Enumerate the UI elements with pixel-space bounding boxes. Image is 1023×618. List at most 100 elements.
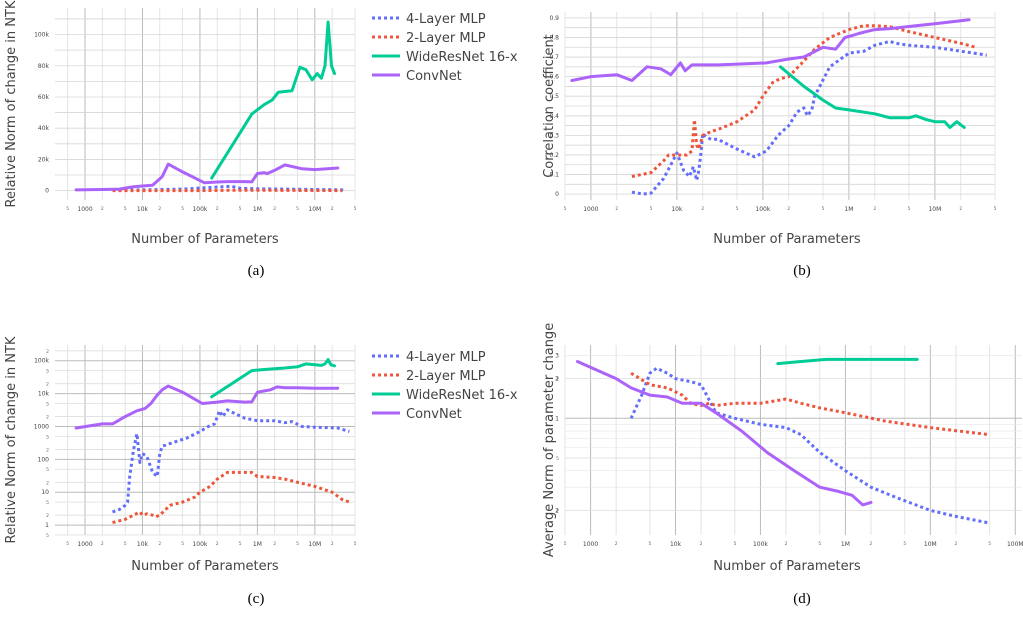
y-tick-label: 0 (45, 188, 49, 195)
x-minor-tick-label: 5 (908, 206, 911, 212)
panel-caption: (b) (793, 263, 811, 279)
x-minor-tick-label: 2 (701, 206, 704, 212)
x-minor-tick-label: 5 (66, 206, 69, 212)
x-axis-title: Number of Parameters (131, 232, 279, 247)
x-minor-tick-label: 2 (158, 206, 161, 212)
series-line-2-layer-mlp (631, 24, 977, 178)
x-minor-tick-label: 2 (101, 206, 104, 212)
series-line-wideresnet-16-x (778, 65, 966, 129)
x-axis-title: Number of Parameters (131, 559, 279, 574)
y-tick-label: 1 (555, 415, 559, 422)
x-tick-label: 10M (308, 541, 321, 548)
y-tick-label: 0.4 (549, 113, 559, 120)
y-tick-label: 2 (555, 376, 559, 383)
x-minor-tick-label: 5 (239, 206, 242, 212)
x-minor-tick-label: 2 (331, 206, 334, 212)
x-tick-label: 100k (192, 541, 207, 548)
series-line-4-layer-mlp (629, 366, 990, 525)
x-minor-tick-label: 5 (988, 541, 991, 547)
x-minor-tick-label: 2 (787, 206, 790, 212)
x-minor-tick-label: 5 (736, 206, 739, 212)
x-tick-label: 10k (137, 541, 149, 548)
legend: 4-Layer MLP 2-Layer MLP WideResNet 16-x Con… (372, 350, 518, 422)
legend-entry: 2-Layer MLP (406, 31, 486, 46)
x-tick-label: 1M (253, 541, 262, 548)
legend-entry: ConvNet (406, 407, 462, 422)
series-line-wideresnet-16-x (210, 20, 336, 180)
panel-caption: (a) (248, 263, 265, 279)
x-minor-tick-label: 2 (331, 541, 334, 547)
y-axis-title: Relative Norm of change in NTK (4, 336, 19, 543)
grid (564, 12, 996, 200)
x-minor-tick-label: 2 (216, 206, 219, 212)
y-tick-label: 0.3 (549, 132, 559, 139)
y-minor-tick-label: 5 (46, 533, 49, 539)
y-minor-tick-label: 2 (46, 382, 49, 388)
x-minor-tick-label: 5 (903, 541, 906, 547)
x-minor-tick-label: 5 (564, 206, 567, 212)
y-tick-label: 0.8 (549, 34, 559, 41)
series-line-wideresnet-16-x (210, 358, 336, 399)
x-minor-tick-label: 2 (158, 541, 161, 547)
x-minor-tick-label: 5 (733, 541, 736, 547)
x-minor-tick-label: 5 (181, 541, 184, 547)
x-tick-label: 100k (753, 541, 768, 548)
series-line-convnet (575, 360, 873, 507)
x-minor-tick-label: 2 (101, 541, 104, 547)
x-tick-label: 10k (670, 541, 682, 548)
series-line-4-layer-mlp (111, 408, 350, 514)
x-minor-tick-label: 5 (354, 541, 357, 547)
x-minor-tick-label: 5 (181, 206, 184, 212)
x-minor-tick-label: 2 (216, 541, 219, 547)
x-minor-tick-label: 2 (273, 541, 276, 547)
x-minor-tick-label: 2 (959, 206, 962, 212)
x-minor-tick-label: 2 (273, 206, 276, 212)
y-minor-tick-label: 2 (556, 508, 559, 514)
x-minor-tick-label: 5 (650, 206, 653, 212)
y-minor-tick-label: 5 (46, 467, 49, 473)
legend-entry: 4-Layer MLP (406, 12, 486, 27)
y-minor-tick-label: 2 (46, 480, 49, 486)
legend-entry: ConvNet (406, 69, 462, 84)
x-minor-tick-label: 2 (870, 541, 873, 547)
x-tick-label: 10k (671, 206, 683, 213)
y-minor-tick-label: 5 (46, 434, 49, 440)
legend: 4-Layer MLP 2-Layer MLP WideResNet 16-x Con… (372, 12, 518, 84)
y-tick-label: 3 (555, 352, 559, 359)
legend-entry: WideResNet 16-x (406, 50, 518, 65)
x-minor-tick-label: 5 (296, 206, 299, 212)
x-axis-title: Number of Parameters (713, 559, 861, 574)
y-tick-label: 0.7 (549, 54, 559, 61)
y-axis-title: Average Norm of parameter change (542, 323, 557, 557)
y-tick-label: 2 (555, 507, 559, 514)
grid (55, 8, 356, 200)
chart-panel-2: 5 2 5 2 5 2 5 2 5 2 5 1000 10k 100k 1M 10M 0 0.1 0.2 0.3 0.4… (542, 12, 997, 279)
series-line-wideresnet-16-x (776, 357, 919, 366)
legend-entry: WideResNet 16-x (406, 388, 518, 403)
x-minor-tick-label: 5 (354, 206, 357, 212)
series-line-convnet (570, 18, 971, 82)
x-minor-tick-label: 5 (239, 541, 242, 547)
series-line-convnet (74, 162, 340, 192)
y-tick-label: 0 (555, 191, 559, 198)
x-minor-tick-label: 5 (66, 541, 69, 547)
y-minor-tick-label: 5 (46, 500, 49, 506)
y-axis-title: Relative Norm of change in NTK (4, 0, 19, 207)
y-minor-tick-label: 2 (556, 377, 559, 383)
series-line-convnet (74, 384, 340, 430)
chart-panel-3: 5 2 5 2 5 2 5 2 5 2 5 5 2 5 2 5 2 5 2 5 2 5 2 1000 10k 100k 1M 10M 1… (4, 336, 518, 607)
x-minor-tick-label: 2 (954, 541, 957, 547)
x-tick-label: 100M (1007, 541, 1023, 548)
y-tick-label: 1 (45, 522, 49, 529)
x-minor-tick-label: 2 (615, 541, 618, 547)
y-minor-tick-label: 2 (46, 447, 49, 453)
y-tick-label: 0.5 (549, 93, 559, 100)
x-tick-label: 10M (928, 206, 941, 213)
x-minor-tick-label: 2 (615, 206, 618, 212)
x-tick-label: 10k (137, 206, 149, 213)
x-tick-label: 10M (308, 206, 321, 213)
y-minor-tick-label: 5 (46, 401, 49, 407)
x-minor-tick-label: 5 (564, 541, 567, 547)
